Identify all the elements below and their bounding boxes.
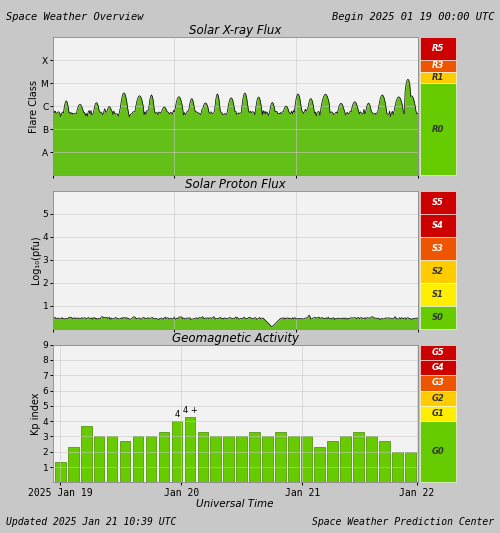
Bar <box>405 452 415 482</box>
Bar <box>120 441 130 482</box>
Text: G0: G0 <box>432 447 444 456</box>
Bar <box>366 437 376 482</box>
Bar <box>379 441 390 482</box>
Text: Space Weather Prediction Center: Space Weather Prediction Center <box>312 516 494 527</box>
Y-axis label: Log₁₀(pfu): Log₁₀(pfu) <box>31 236 41 284</box>
Title: Solar X-ray Flux: Solar X-ray Flux <box>189 25 282 37</box>
Y-axis label: Kp index: Kp index <box>31 392 41 435</box>
Bar <box>420 37 457 60</box>
Text: Updated 2025 Jan 21 10:39 UTC: Updated 2025 Jan 21 10:39 UTC <box>6 516 176 527</box>
Bar <box>420 283 457 306</box>
X-axis label: Universal Time: Universal Time <box>196 499 274 510</box>
Bar <box>392 452 402 482</box>
Text: Space Weather Overview: Space Weather Overview <box>6 12 143 22</box>
Text: Begin 2025 01 19 00:00 UTC: Begin 2025 01 19 00:00 UTC <box>332 12 494 22</box>
Text: R3: R3 <box>432 61 444 70</box>
Text: S0: S0 <box>432 313 444 322</box>
Bar <box>146 437 156 482</box>
Bar <box>420 345 457 360</box>
Bar <box>288 437 299 482</box>
Bar <box>340 437 350 482</box>
Text: R0: R0 <box>432 125 444 134</box>
Bar <box>55 463 66 482</box>
Bar <box>314 447 325 482</box>
Text: R5: R5 <box>432 44 444 53</box>
Bar <box>94 437 104 482</box>
Bar <box>236 437 247 482</box>
Bar <box>420 406 457 421</box>
Title: Geomagnetic Activity: Geomagnetic Activity <box>172 332 299 345</box>
Bar <box>420 360 457 375</box>
Text: S3: S3 <box>432 244 444 253</box>
Bar <box>262 437 273 482</box>
Bar <box>420 83 457 175</box>
Bar <box>420 60 457 72</box>
Bar <box>210 437 221 482</box>
Text: 4 +: 4 + <box>182 406 198 415</box>
Bar <box>420 191 457 214</box>
Text: G5: G5 <box>432 348 444 357</box>
Text: G1: G1 <box>432 409 444 418</box>
Bar <box>420 237 457 260</box>
Bar <box>327 441 338 482</box>
Bar <box>420 72 457 83</box>
Y-axis label: Flare Class: Flare Class <box>29 79 39 133</box>
Bar <box>68 447 78 482</box>
Bar <box>132 437 143 482</box>
Text: S4: S4 <box>432 221 444 230</box>
Title: Solar Proton Flux: Solar Proton Flux <box>185 178 286 191</box>
Bar <box>198 432 208 482</box>
Text: G3: G3 <box>432 378 444 387</box>
Bar <box>172 421 182 482</box>
Bar <box>420 306 457 329</box>
Bar <box>224 437 234 482</box>
Bar <box>420 214 457 237</box>
Bar <box>184 417 195 482</box>
Text: S1: S1 <box>432 290 444 299</box>
Bar <box>81 426 92 482</box>
Text: 4: 4 <box>174 410 180 419</box>
Bar <box>420 391 457 406</box>
Text: S5: S5 <box>432 198 444 207</box>
Bar <box>250 432 260 482</box>
Bar <box>353 432 364 482</box>
Text: S2: S2 <box>432 267 444 276</box>
Text: R1: R1 <box>432 73 444 82</box>
Bar <box>276 432 286 482</box>
Bar <box>301 437 312 482</box>
Text: G4: G4 <box>432 363 444 372</box>
Bar <box>107 437 118 482</box>
Bar <box>420 375 457 391</box>
Bar <box>420 421 457 482</box>
Bar <box>420 260 457 283</box>
Bar <box>158 432 170 482</box>
Text: G2: G2 <box>432 394 444 403</box>
